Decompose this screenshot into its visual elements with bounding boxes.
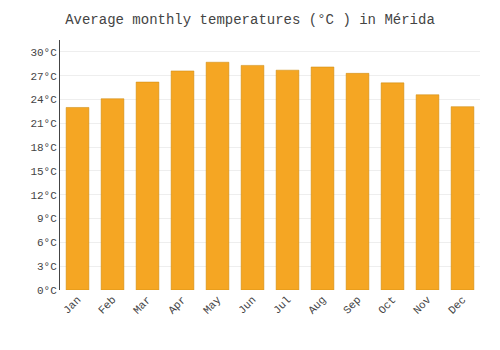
svg-text:Sep: Sep (341, 294, 363, 316)
svg-text:0°C: 0°C (37, 285, 57, 297)
svg-text:Jun: Jun (236, 294, 258, 316)
svg-text:27°C: 27°C (30, 71, 57, 83)
svg-text:21°C: 21°C (30, 118, 57, 130)
svg-text:15°C: 15°C (30, 166, 57, 178)
svg-text:Jul: Jul (271, 294, 293, 316)
svg-text:Jan: Jan (61, 294, 83, 316)
svg-text:30°C: 30°C (30, 47, 57, 59)
svg-text:Average monthly temperatures (: Average monthly temperatures (°C ) in Mé… (65, 12, 435, 28)
svg-text:6°C: 6°C (37, 237, 57, 249)
svg-text:Apr: Apr (166, 294, 188, 316)
svg-text:12°C: 12°C (30, 190, 57, 202)
svg-text:24°C: 24°C (30, 94, 57, 106)
svg-text:Mar: Mar (131, 294, 153, 316)
svg-text:Nov: Nov (411, 294, 434, 317)
svg-text:3°C: 3°C (37, 261, 57, 273)
svg-text:May: May (201, 294, 224, 317)
svg-text:9°C: 9°C (37, 213, 57, 225)
svg-text:Oct: Oct (376, 294, 398, 316)
svg-text:18°C: 18°C (30, 142, 57, 154)
svg-text:Dec: Dec (446, 294, 468, 316)
svg-text:Aug: Aug (306, 294, 328, 316)
svg-text:Feb: Feb (96, 294, 118, 316)
